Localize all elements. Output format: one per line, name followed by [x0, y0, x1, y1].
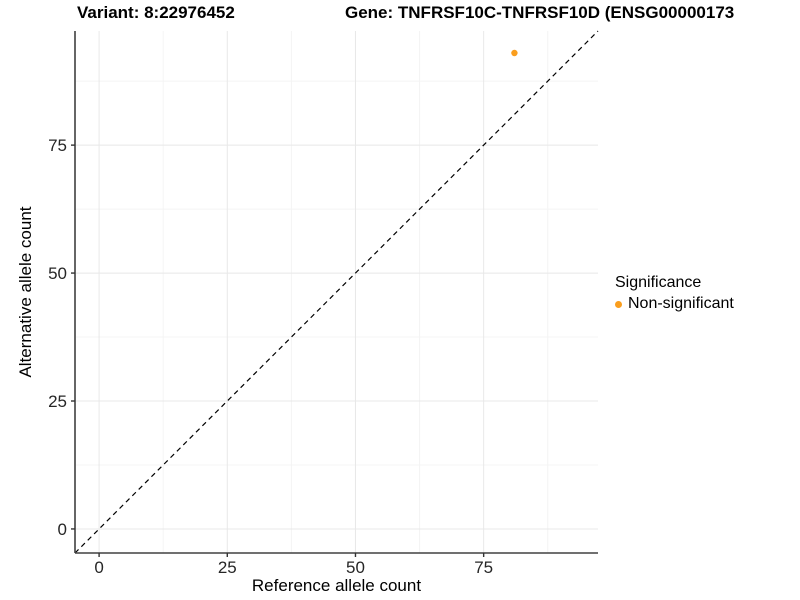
y-tick-label: 25 [48, 392, 67, 411]
identity-line [74, 30, 599, 554]
variant-title: Variant: 8:22976452 [77, 3, 235, 22]
legend-dot-icon [615, 300, 622, 308]
legend-title: Significance [615, 274, 702, 291]
x-tick-label: 25 [218, 558, 237, 577]
x-axis-title: Reference allele count [251, 576, 422, 595]
x-tick-label: 75 [474, 558, 493, 577]
y-axis-title: Alternative allele count [16, 206, 35, 378]
x-tick-label: 50 [346, 558, 365, 577]
gene-title: Gene: TNFRSF10C-TNFRSF10D (ENSG00000173 [345, 3, 735, 22]
y-tick-label: 50 [48, 264, 67, 283]
legend-entry: Non-significant [615, 295, 734, 313]
legend-label: Non-significant [628, 295, 734, 312]
y-tick-label: 75 [48, 136, 67, 155]
legend: Significance Non-significant [615, 274, 734, 313]
y-tick-label: 0 [58, 520, 67, 539]
x-tick-label: 0 [94, 558, 103, 577]
legend-entries: Non-significant [615, 295, 734, 313]
data-point [511, 49, 518, 57]
